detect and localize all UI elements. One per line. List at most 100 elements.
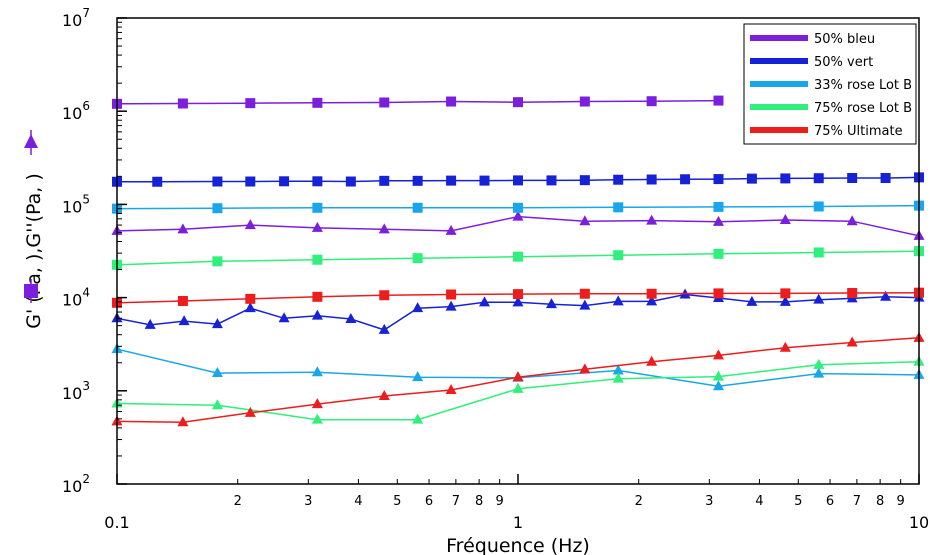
g-double-prime-point xyxy=(813,367,825,378)
series-4 xyxy=(111,246,925,424)
y-tick-label: 102 xyxy=(62,472,90,496)
svg-text:G' (Pa, ),G''(Pa, ): G' (Pa, ),G''(Pa, ) xyxy=(23,173,45,329)
series-5 xyxy=(111,287,925,427)
g-double-prime-point xyxy=(846,336,858,347)
g-prime-point xyxy=(579,96,590,107)
x-minor-tick-label: 8 xyxy=(876,494,884,509)
g-prime-point xyxy=(312,202,323,213)
legend-label: 75% rose Lot B xyxy=(814,101,912,116)
g-prime-point xyxy=(446,289,457,300)
g-prime-point xyxy=(579,175,590,186)
x-minor-tick-label: 5 xyxy=(794,494,802,509)
g-prime-point xyxy=(312,291,323,302)
g-prime-point xyxy=(546,175,557,186)
g-prime-point xyxy=(212,176,223,187)
g-prime-point xyxy=(813,201,824,212)
x-tick-label: 1 xyxy=(513,513,523,532)
g-double-prime-point xyxy=(512,382,524,393)
x-minor-tick-label: 7 xyxy=(853,494,861,509)
g-double-prime-point xyxy=(612,364,624,375)
y-axis-title: G' (Pa, ),G''(Pa, ) xyxy=(23,173,45,329)
x-minor-tick-label: 4 xyxy=(755,494,763,509)
g-double-prime-point xyxy=(211,367,223,378)
g-double-prime-point xyxy=(412,371,424,382)
g-prime-point xyxy=(479,175,490,186)
x-axis-title: Fréquence (Hz) xyxy=(446,535,590,555)
g-prime-point xyxy=(513,202,523,213)
g-double-prime-point xyxy=(646,295,658,306)
g-prime-point xyxy=(613,202,624,213)
g-double-prime-point xyxy=(712,215,724,226)
g-double-prime-point xyxy=(646,355,658,366)
g-double-prime-point xyxy=(177,416,189,427)
g-double-prime-point xyxy=(345,312,357,323)
g-double-prime-point xyxy=(445,383,457,394)
g-prime-point xyxy=(646,288,657,299)
g-prime-point xyxy=(312,176,323,187)
g-prime-point xyxy=(446,96,457,107)
x-minor-tick-label: 4 xyxy=(354,494,362,509)
x-tick-label: 10 xyxy=(909,513,929,532)
g-prime-point xyxy=(746,173,757,184)
g-prime-point xyxy=(312,97,323,108)
g-double-prime-point xyxy=(445,224,457,235)
series-layer xyxy=(111,95,925,427)
g-prime-point xyxy=(412,175,423,186)
y-tick-label: 106 xyxy=(62,99,90,123)
g-prime-point xyxy=(713,201,724,212)
g-double-prime-point xyxy=(612,295,624,306)
g-prime-point xyxy=(646,174,657,185)
g-double-prime-point xyxy=(412,302,424,313)
g-double-prime-point xyxy=(512,210,524,221)
legend-label: 50% bleu xyxy=(814,32,875,47)
g-double-prime-point xyxy=(177,223,189,234)
g-prime-point xyxy=(412,202,423,213)
legend-swatch xyxy=(750,58,808,64)
g-prime-point xyxy=(212,203,223,214)
g-prime-point xyxy=(713,95,724,106)
g-prime-point xyxy=(446,175,457,186)
g-prime-point xyxy=(579,288,590,299)
g-double-prime-point xyxy=(512,371,524,382)
y-tick-label: 107 xyxy=(62,6,90,30)
legend-swatch xyxy=(750,104,808,110)
g-double-prime-point xyxy=(412,413,424,424)
g-double-prime-point xyxy=(779,295,791,306)
x-minor-tick-label: 6 xyxy=(826,494,834,509)
legend: 50% bleu 50% vert 33% rose Lot B 75% rose L… xyxy=(743,23,917,145)
x-minor-tick-label: 7 xyxy=(452,494,460,509)
g-double-prime-point xyxy=(846,215,858,226)
g-double-prime-point xyxy=(712,349,724,360)
g-prime-point xyxy=(212,256,223,267)
g-prime-point xyxy=(152,176,163,187)
g-double-prime-point xyxy=(244,219,256,230)
g-prime-point xyxy=(780,173,791,184)
g-prime-point xyxy=(245,176,256,187)
g-prime-point xyxy=(379,175,390,186)
g-double-prime-point xyxy=(813,358,825,369)
g-prime-point xyxy=(847,172,858,183)
legend-swatch xyxy=(750,81,808,87)
y-tick-label: 105 xyxy=(62,192,90,216)
g-prime-point xyxy=(245,293,256,304)
g-prime-point xyxy=(177,295,188,306)
g-prime-point xyxy=(513,289,523,300)
g-double-prime-point xyxy=(244,406,256,417)
x-minor-tick-label: 9 xyxy=(897,494,905,509)
g-double-prime-point xyxy=(311,366,323,377)
g-double-prime-point xyxy=(311,309,323,320)
g-double-prime-point xyxy=(579,215,591,226)
g-double-prime-point xyxy=(646,214,658,225)
g-prime-point xyxy=(713,248,724,259)
g-double-prime-point xyxy=(512,296,524,307)
g-double-prime-point xyxy=(278,312,290,323)
g-double-prime-point xyxy=(378,389,390,400)
g-prime-point xyxy=(513,97,523,108)
g-double-prime-point xyxy=(211,318,223,329)
g-double-prime-point xyxy=(478,296,490,307)
g-double-prime-point xyxy=(880,290,892,301)
g-prime-point xyxy=(680,174,691,185)
g-prime-point xyxy=(646,96,657,107)
g-double-prime-point xyxy=(579,299,591,310)
